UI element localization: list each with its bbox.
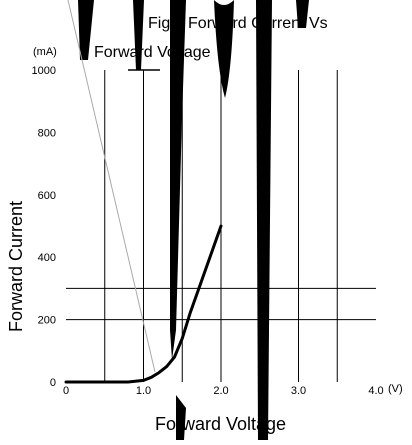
x-unit-label: (V) xyxy=(388,383,403,395)
x-tick-label: 4.0 xyxy=(368,385,383,397)
artifact-layer xyxy=(67,0,309,440)
chart-title-line1: Fig.3 Forward Current Vs xyxy=(148,15,328,32)
occlusion-mark xyxy=(256,0,272,440)
text-layer: Fig.3 Forward Current Vs Forward Voltage… xyxy=(6,15,403,434)
x-tick-label: 3.0 xyxy=(291,385,306,397)
y-tick-label: 1000 xyxy=(32,65,56,77)
x-tick-label: 2.0 xyxy=(213,385,228,397)
series-layer xyxy=(64,224,223,384)
y-tick-label: 200 xyxy=(38,315,56,327)
occlusion-mark xyxy=(214,0,234,98)
x-axis-label: Forward Voltage xyxy=(155,414,286,434)
chart-title-line2: Forward Voltage xyxy=(94,44,211,61)
occlusion-mark xyxy=(78,0,94,60)
y-tick-label: 0 xyxy=(50,377,56,389)
y-unit-label: (mA) xyxy=(33,46,57,58)
x-tick-label: 0 xyxy=(63,385,69,397)
y-tick-label: 400 xyxy=(38,252,56,264)
occlusion-mark xyxy=(133,0,144,70)
x-tick-label: 1.0 xyxy=(136,385,151,397)
diagonal-guide-line xyxy=(67,0,156,373)
y-tick-label: 600 xyxy=(38,190,56,202)
tick-labels: 0 200 400 600 800 1000 0 1.0 2.0 3.0 4.0 xyxy=(32,65,384,397)
y-tick-label: 800 xyxy=(38,127,56,139)
occlusion-mark xyxy=(296,0,309,28)
occlusion-mark xyxy=(176,395,186,440)
series-line xyxy=(64,224,223,384)
y-axis-label: Forward Current xyxy=(6,201,26,332)
occlusion-mark xyxy=(170,0,186,360)
